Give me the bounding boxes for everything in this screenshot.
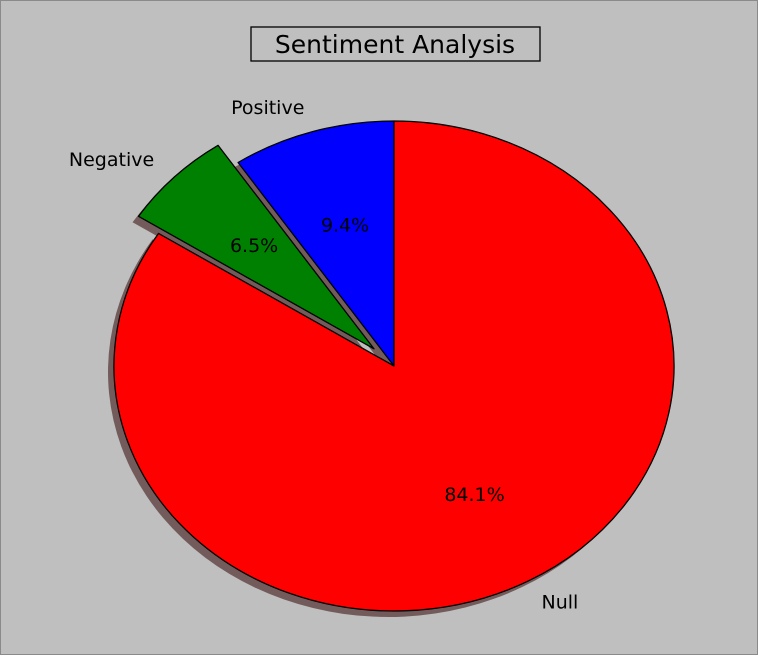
slice-positive xyxy=(237,120,395,367)
slice-wedges xyxy=(113,120,675,612)
percent-label-positive: 9.4% xyxy=(321,214,369,236)
slice-labels: Positive 9.4% Negative 6.5% Null 84.1% xyxy=(69,97,578,613)
slice-null xyxy=(113,120,675,612)
category-label-negative: Negative xyxy=(69,149,154,171)
title-box xyxy=(250,26,541,62)
category-label-null: Null xyxy=(542,592,579,614)
chart-title: Sentiment Analysis xyxy=(250,26,541,62)
percent-label-null: 84.1% xyxy=(444,484,504,506)
percent-label-negative: 6.5% xyxy=(230,235,278,257)
slice-negative xyxy=(137,144,375,350)
category-label-positive: Positive xyxy=(231,97,304,119)
title-text: Sentiment Analysis xyxy=(275,30,515,59)
